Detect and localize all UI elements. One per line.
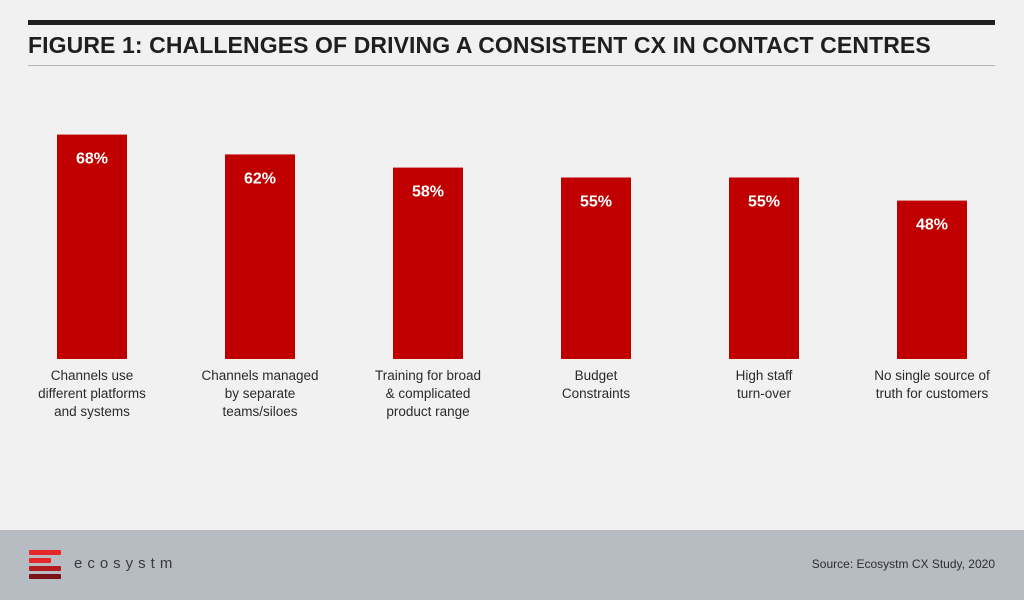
category-label-6: No single source of truth for customers: [852, 367, 1012, 403]
category-label-line: truth for customers: [875, 386, 989, 401]
category-label-line: Budget: [574, 368, 618, 383]
source-note: Source: Ecosystm CX Study, 2020: [811, 557, 995, 571]
category-label-line: & complicated: [385, 386, 471, 401]
category-label-line: turn-over: [736, 386, 792, 401]
category-label-line: by separate: [224, 386, 296, 401]
bar-6: [897, 200, 967, 359]
bar-value-label-1: 68%: [76, 151, 108, 168]
bar-2: [225, 154, 295, 359]
category-label-line: Channels use: [50, 368, 134, 383]
bar-value-label-5: 55%: [748, 194, 780, 211]
bar-value-label-3: 58%: [412, 184, 444, 201]
category-label-line: High staff: [735, 368, 793, 383]
category-label-line: No single source of: [874, 368, 990, 383]
chart-title: FIGURE 1: CHALLENGES OF DRIVING A CONSIS…: [28, 32, 931, 58]
category-label-5: High staff turn-over: [684, 367, 844, 403]
footer: ecosystm Source: Ecosystm CX Study, 2020: [0, 530, 1024, 600]
bar-value-label-4: 55%: [580, 194, 612, 211]
category-label-line: different platforms: [38, 386, 146, 401]
bar-value-label-6: 48%: [916, 217, 948, 234]
category-label-line: Training for broad: [374, 368, 482, 383]
bar-value-label-2: 62%: [244, 170, 276, 187]
title-divider: [28, 65, 995, 66]
bar-5: [729, 177, 799, 359]
bar-1: [57, 134, 127, 359]
category-label-line: Channels managed: [201, 368, 319, 383]
logo-stripe: [29, 558, 51, 563]
top-rule: [28, 20, 995, 25]
category-label-line: product range: [386, 404, 470, 419]
logo-stripe: [29, 574, 61, 579]
category-label-line: and systems: [54, 404, 130, 419]
bar-chart: 68% 62% 58% 55% 55% 48%: [57, 134, 967, 359]
ecosystm-logo-icon: [29, 550, 61, 581]
logo-stripe: [29, 550, 61, 555]
category-label-1: Channels use different platforms and syste…: [12, 367, 172, 421]
category-label-3: Training for broad & complicated product r…: [348, 367, 508, 421]
logo-stripe: [29, 566, 61, 571]
category-label-line: Constraints: [561, 386, 631, 401]
bar-3: [393, 167, 463, 359]
category-label-line: teams/siloes: [222, 404, 298, 419]
category-label-2: Channels managed by separate teams/siloes: [180, 367, 340, 421]
brand-name: ecosystm: [74, 555, 178, 572]
category-label-4: Budget Constraints: [516, 367, 676, 403]
bar-4: [561, 177, 631, 359]
